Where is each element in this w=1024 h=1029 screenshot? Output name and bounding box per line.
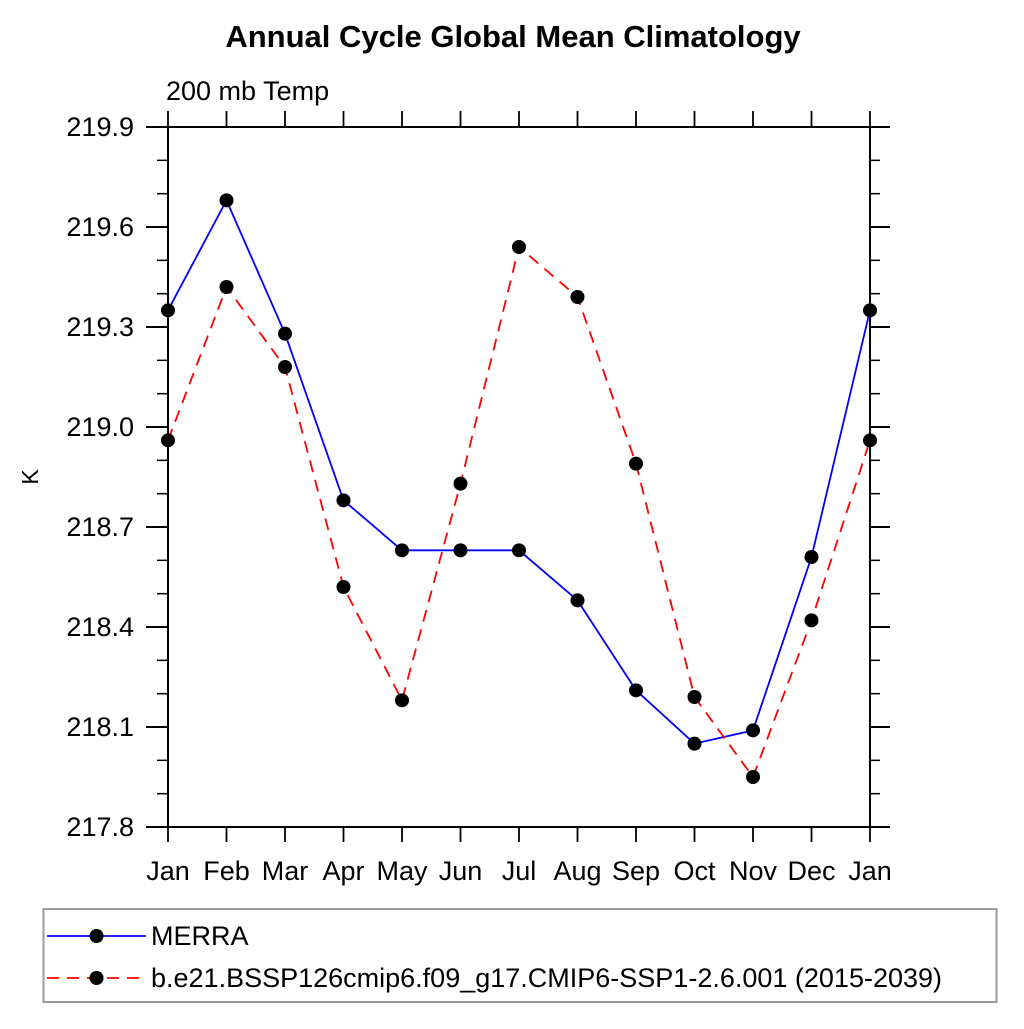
data-point xyxy=(746,770,760,784)
legend-box xyxy=(42,908,998,1003)
data-point xyxy=(863,433,877,448)
data-point xyxy=(161,433,175,448)
data-point xyxy=(804,550,819,564)
y-tick-label: 219.0 xyxy=(66,412,134,442)
data-point xyxy=(278,326,292,341)
x-tick-label: Mar xyxy=(262,856,309,886)
y-tick-label: 219.3 xyxy=(66,312,134,342)
x-tick-label: Sep xyxy=(612,856,660,886)
data-point xyxy=(219,280,234,294)
legend-label-1: b.e21.BSSP126cmip6.f09_g17.CMIP6-SSP1-2.… xyxy=(151,963,942,993)
data-point xyxy=(453,543,468,558)
data-point xyxy=(395,543,409,558)
data-point xyxy=(512,543,526,558)
y-tick-label: 218.7 xyxy=(66,512,134,542)
legend-marker-1 xyxy=(89,971,104,985)
y-tick-label: 219.6 xyxy=(66,212,134,242)
data-point xyxy=(161,303,175,318)
x-tick-label: Dec xyxy=(787,856,835,886)
x-tick-label: Nov xyxy=(729,856,778,886)
data-point xyxy=(687,736,702,751)
data-point xyxy=(863,303,877,318)
x-tick-label: Aug xyxy=(553,856,601,886)
x-tick-label: Jun xyxy=(439,856,483,886)
data-point xyxy=(219,193,234,208)
axes: 217.8 218.1 218.4 218.7 219.0 219.3 219.6 219.9… xyxy=(66,111,892,886)
data-point xyxy=(395,693,409,708)
x-tick-label: Oct xyxy=(673,856,716,886)
data-point xyxy=(629,683,643,698)
data-point xyxy=(746,723,760,738)
data-point xyxy=(570,593,585,608)
y-axis-label: K xyxy=(17,469,43,485)
x-tick-label: Feb xyxy=(203,856,250,886)
y-tick-label: 217.8 xyxy=(66,812,134,842)
y-tick-label: 218.4 xyxy=(66,612,134,642)
data-series xyxy=(161,193,877,784)
legend-marker-0 xyxy=(89,929,104,943)
data-point xyxy=(512,240,526,254)
chart-title: Annual Cycle Global Mean Climatology xyxy=(225,19,801,54)
data-point xyxy=(570,290,585,304)
x-tick-label: Jan xyxy=(848,856,892,886)
x-tick-label: Apr xyxy=(322,856,364,886)
chart-subtitle: 200 mb Temp xyxy=(166,76,329,106)
data-point xyxy=(336,580,351,594)
data-point xyxy=(629,456,643,471)
x-tick-label: May xyxy=(376,856,428,886)
x-tick-label: Jul xyxy=(502,856,537,886)
legend: MERRA b.e21.BSSP126cmip6.f09_g17.CMIP6-SS… xyxy=(42,908,998,1003)
data-point xyxy=(453,476,468,491)
data-point xyxy=(804,613,819,628)
data-point xyxy=(278,360,292,374)
y-tick-label: 219.9 xyxy=(66,112,134,142)
legend-label-0: MERRA xyxy=(151,921,249,951)
data-point xyxy=(687,690,702,704)
y-tick-label: 218.1 xyxy=(66,712,134,742)
series-line-0 xyxy=(167,198,871,745)
data-point xyxy=(336,493,351,508)
plot-frame xyxy=(167,126,871,828)
x-tick-label: Jan xyxy=(146,856,190,886)
